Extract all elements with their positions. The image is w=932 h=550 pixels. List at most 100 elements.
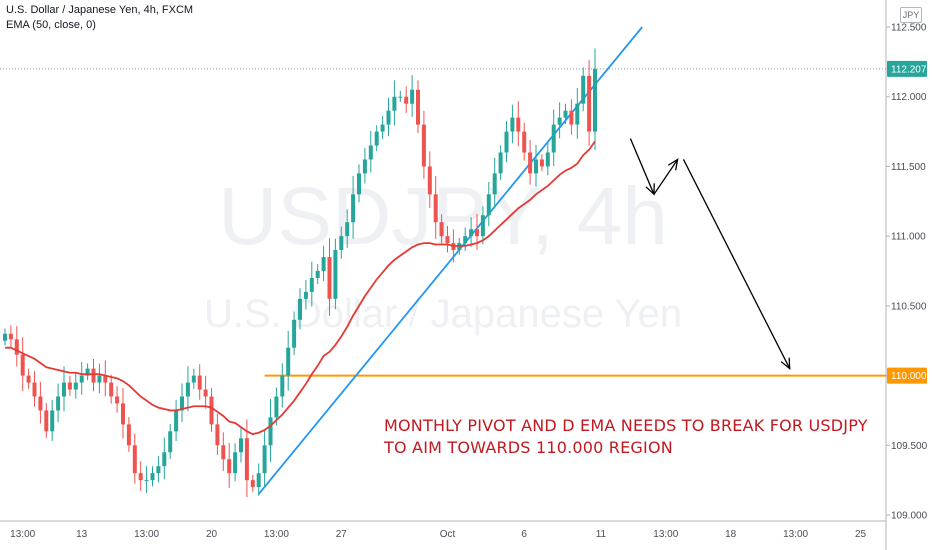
candle-body [516,117,521,132]
candle-body [79,375,84,383]
pivot-price-label-bg [887,367,927,384]
y-tick-label: 109.500 [891,441,928,452]
indicator-label: EMA (50, close, 0) [6,19,96,31]
candle-body [433,194,438,223]
candle-body [162,452,167,467]
candle-body [67,382,72,390]
candle-body [581,75,586,104]
arrow-head [667,158,679,171]
x-tick-label: 13:00 [10,529,35,540]
annotation-line-1: MONTHLY PIVOT AND D EMA NEEDS TO BREAK F… [384,416,868,435]
x-tick-label: 13:00 [134,529,159,540]
candle-body [351,194,356,223]
candle-body [345,222,350,237]
candle-body [250,480,255,488]
candle-body [404,96,409,104]
candles [3,48,597,498]
candle-body [203,389,208,397]
candle-body [445,236,450,244]
candle-body [362,159,367,174]
candle-body [227,459,232,474]
candle-body [233,452,238,474]
candle-body [439,222,444,237]
candle-body [50,410,55,432]
candle-body [374,131,379,146]
candle-body [321,257,326,271]
arrow-head [780,357,791,371]
candle-body [174,410,179,432]
candle-body [587,75,592,132]
candle-body [91,368,96,383]
candle-body [392,96,397,111]
candle-body [368,145,373,160]
candle-body [357,173,361,195]
candle-body [244,438,249,481]
candle-body [309,277,314,292]
candle-body [545,152,550,167]
candle-body [209,396,214,425]
candle-body [575,103,580,125]
candle-body [85,368,90,376]
candle-body [539,159,544,167]
candle-body [534,159,538,174]
candle-body [280,375,285,397]
candle-body [475,229,479,237]
candle-body [115,396,120,404]
candle-body [522,131,527,153]
candle-body [551,124,556,153]
candle-body [427,166,432,195]
candle-body [463,236,468,244]
candle-body [492,173,497,195]
candle-body [180,396,184,411]
candle-body [327,257,332,299]
y-tick-label: 111.000 [891,232,926,243]
candle-body [197,375,202,390]
candle-body [239,438,243,453]
x-tick-label: 11 [596,529,607,540]
y-tick-label: 109.000 [891,511,928,522]
candle-body [486,194,491,216]
candle-body [480,215,485,237]
x-tick-label: 13:00 [653,529,678,540]
candle-body [8,333,13,340]
candle-body [56,396,61,411]
candle-body [386,110,391,125]
x-tick-label: 25 [855,529,867,540]
candle-body [20,354,25,376]
candle-body [185,382,190,397]
projection-arrow [653,159,679,195]
last-price-label: 112.207 [891,64,927,75]
currency-badge[interactable]: JPY [900,7,922,23]
candle-body [256,473,261,488]
candle-body [498,152,503,174]
candle-body [563,110,568,118]
candle-body [557,117,562,125]
candle-body [132,445,137,474]
y-tick-label: 112.000 [891,92,927,103]
x-tick-label: 18 [725,529,737,540]
candle-body [150,473,155,481]
candle-body [109,382,114,397]
candle-body [286,347,291,376]
x-tick-label: 13 [76,529,88,540]
candle-body [292,319,297,348]
projection-arrow [682,159,791,369]
candle-body [14,339,19,355]
y-tick-label: 110.500 [891,301,927,312]
candle-body [274,396,279,418]
annotation-line-2: TO AIM TOWARDS 110.000 REGION [384,438,673,457]
x-tick-label: 27 [336,529,348,540]
candle-body [421,124,426,167]
candle-body [262,445,267,474]
candle-body [569,110,574,125]
candle-body [62,382,66,397]
candle-body [303,291,308,299]
candle-body [156,466,161,474]
candle-body [528,152,533,174]
candle-body [26,375,31,383]
candle-body [191,375,196,383]
x-tick-label: Oct [440,529,456,540]
candle-body [44,410,49,432]
